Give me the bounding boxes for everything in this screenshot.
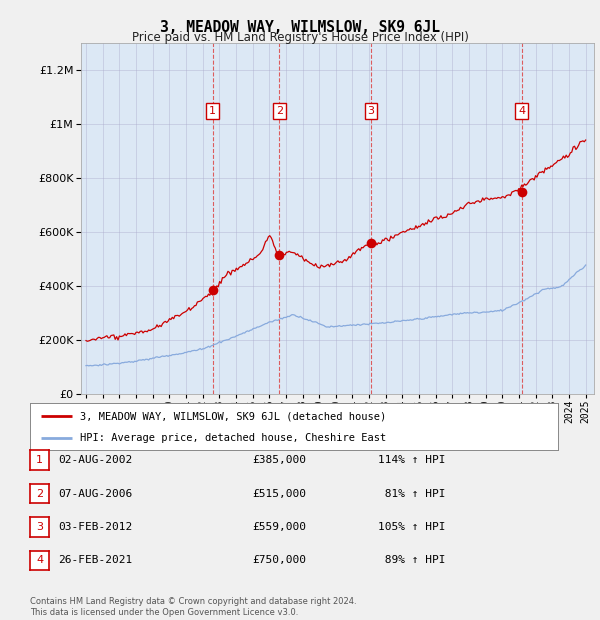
Text: 89% ↑ HPI: 89% ↑ HPI — [378, 556, 445, 565]
Text: 2: 2 — [275, 106, 283, 116]
Text: 81% ↑ HPI: 81% ↑ HPI — [378, 489, 445, 498]
Text: 1: 1 — [209, 106, 216, 116]
Text: 4: 4 — [518, 106, 525, 116]
Text: £385,000: £385,000 — [252, 455, 306, 465]
Text: 3, MEADOW WAY, WILMSLOW, SK9 6JL (detached house): 3, MEADOW WAY, WILMSLOW, SK9 6JL (detach… — [80, 411, 386, 421]
Text: 1: 1 — [36, 455, 43, 465]
Text: 3: 3 — [36, 522, 43, 532]
Text: 105% ↑ HPI: 105% ↑ HPI — [378, 522, 445, 532]
Text: 2: 2 — [36, 489, 43, 498]
Text: 03-FEB-2012: 03-FEB-2012 — [58, 522, 133, 532]
Text: 114% ↑ HPI: 114% ↑ HPI — [378, 455, 445, 465]
Text: £515,000: £515,000 — [252, 489, 306, 498]
Text: 26-FEB-2021: 26-FEB-2021 — [58, 556, 133, 565]
Text: 07-AUG-2006: 07-AUG-2006 — [58, 489, 133, 498]
Text: 3: 3 — [367, 106, 374, 116]
Text: 4: 4 — [36, 556, 43, 565]
Text: HPI: Average price, detached house, Cheshire East: HPI: Average price, detached house, Ches… — [80, 433, 386, 443]
Text: £750,000: £750,000 — [252, 556, 306, 565]
Text: 02-AUG-2002: 02-AUG-2002 — [58, 455, 133, 465]
Text: Contains HM Land Registry data © Crown copyright and database right 2024.
This d: Contains HM Land Registry data © Crown c… — [30, 598, 356, 617]
Text: Price paid vs. HM Land Registry's House Price Index (HPI): Price paid vs. HM Land Registry's House … — [131, 31, 469, 44]
Text: £559,000: £559,000 — [252, 522, 306, 532]
Text: 3, MEADOW WAY, WILMSLOW, SK9 6JL: 3, MEADOW WAY, WILMSLOW, SK9 6JL — [160, 20, 440, 35]
